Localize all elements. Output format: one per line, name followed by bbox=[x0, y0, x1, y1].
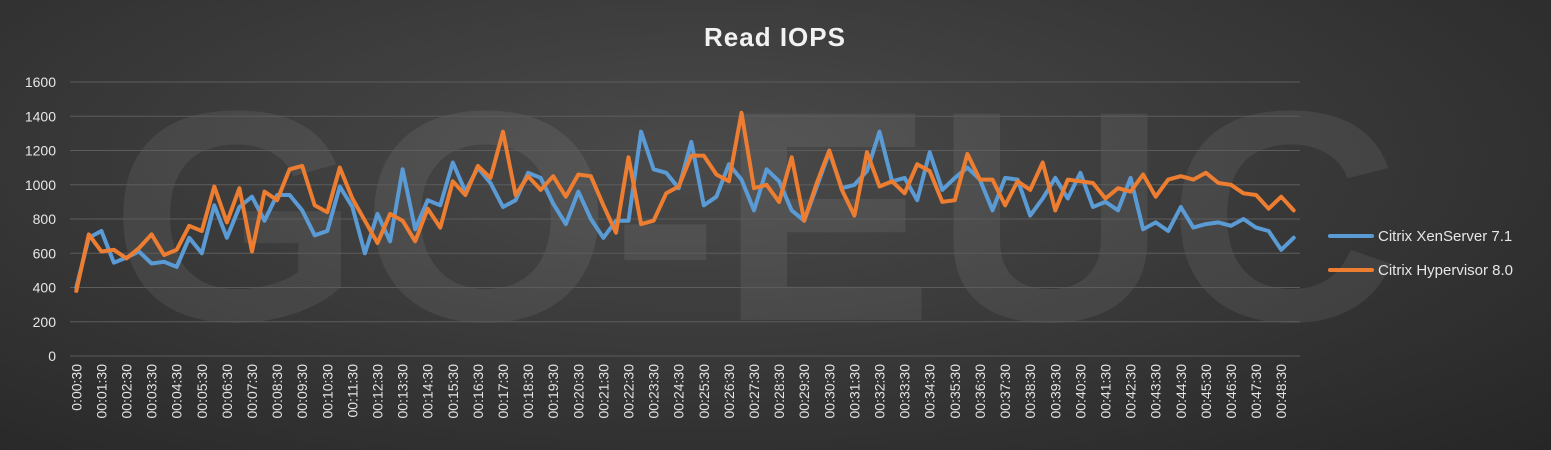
x-tick-label: 00:38:30 bbox=[1022, 364, 1038, 419]
x-tick-label: 00:21:30 bbox=[595, 364, 611, 419]
y-tick-label: 200 bbox=[33, 314, 57, 330]
x-tick-label: 00:34:30 bbox=[922, 364, 938, 419]
x-tick-label: 00:23:30 bbox=[646, 364, 662, 419]
x-tick-label: 00:33:30 bbox=[897, 364, 913, 419]
x-tick-label: 00:05:30 bbox=[194, 364, 210, 419]
legend-item: Citrix XenServer 7.1 bbox=[1328, 228, 1512, 245]
x-tick-label: 00:14:30 bbox=[420, 364, 436, 419]
x-tick-label: 00:37:30 bbox=[997, 364, 1013, 419]
x-tick-label: 00:25:30 bbox=[696, 364, 712, 419]
x-tick-label: 00:15:30 bbox=[445, 364, 461, 419]
x-tick-label: 00:36:30 bbox=[972, 364, 988, 419]
x-tick-label: 00:41:30 bbox=[1097, 364, 1113, 419]
x-tick-label: 00:10:30 bbox=[319, 364, 335, 419]
legend: Citrix XenServer 7.1 Citrix Hypervisor 8.… bbox=[1328, 228, 1513, 279]
legend-label: Citrix Hypervisor 8.0 bbox=[1378, 262, 1513, 279]
x-tick-label: 00:32:30 bbox=[872, 364, 888, 419]
x-tick-label: 00:06:30 bbox=[219, 364, 235, 419]
x-tick-label: 00:28:30 bbox=[771, 364, 787, 419]
y-tick-label: 1400 bbox=[25, 108, 56, 124]
gridlines bbox=[70, 81, 1300, 357]
x-tick-label: 00:16:30 bbox=[470, 364, 486, 419]
x-tick-label: 00:29:30 bbox=[796, 364, 812, 419]
x-tick-label: 00:47:30 bbox=[1248, 364, 1264, 419]
x-tick-label: 00:44:30 bbox=[1173, 364, 1189, 419]
x-tick-label: 00:12:30 bbox=[370, 364, 386, 419]
x-tick-label: 00:40:30 bbox=[1072, 364, 1088, 419]
x-tick-label: 0:00:30 bbox=[68, 364, 84, 411]
x-tick-label: 00:48:30 bbox=[1273, 364, 1289, 419]
x-tick-label: 00:08:30 bbox=[269, 364, 285, 419]
x-tick-label: 00:04:30 bbox=[169, 364, 185, 419]
x-tick-label: 00:42:30 bbox=[1123, 364, 1139, 419]
legend-item: Citrix Hypervisor 8.0 bbox=[1328, 262, 1513, 279]
chart-title: Read IOPS bbox=[704, 22, 846, 52]
x-tick-label: 00:11:30 bbox=[344, 364, 360, 418]
y-tick-label: 1600 bbox=[25, 74, 56, 90]
y-tick-label: 1000 bbox=[25, 177, 56, 193]
x-axis-ticks: 0:00:30 00:01:30 00:02:30 00:03:30 00:04:30 0… bbox=[68, 364, 1289, 419]
x-tick-label: 00:24:30 bbox=[671, 364, 687, 419]
x-tick-label: 00:09:30 bbox=[294, 364, 310, 419]
x-tick-label: 00:31:30 bbox=[846, 364, 862, 419]
series-line-2 bbox=[74, 110, 1296, 293]
y-tick-label: 0 bbox=[48, 348, 56, 364]
x-tick-label: 00:02:30 bbox=[118, 364, 134, 419]
x-tick-label: 00:43:30 bbox=[1148, 364, 1164, 419]
y-tick-label: 800 bbox=[33, 211, 57, 227]
y-tick-label: 600 bbox=[33, 245, 57, 261]
x-tick-label: 00:13:30 bbox=[395, 364, 411, 419]
x-tick-label: 00:18:30 bbox=[520, 364, 536, 419]
x-tick-label: 00:03:30 bbox=[144, 364, 160, 419]
x-tick-label: 00:19:30 bbox=[545, 364, 561, 419]
x-tick-label: 00:07:30 bbox=[244, 364, 260, 419]
x-tick-label: 00:30:30 bbox=[821, 364, 837, 419]
y-tick-label: 1200 bbox=[25, 143, 56, 159]
x-tick-label: 00:35:30 bbox=[947, 364, 963, 419]
x-tick-label: 00:39:30 bbox=[1047, 364, 1063, 419]
y-tick-label: 400 bbox=[33, 280, 57, 296]
y-axis-ticks: 0 200 400 600 800 1000 1200 1400 1600 bbox=[25, 74, 56, 364]
x-tick-label: 00:46:30 bbox=[1223, 364, 1239, 419]
x-tick-label: 00:01:30 bbox=[93, 364, 109, 419]
x-tick-label: 00:27:30 bbox=[746, 364, 762, 419]
x-tick-label: 00:17:30 bbox=[495, 364, 511, 419]
x-tick-label: 00:26:30 bbox=[721, 364, 737, 419]
x-tick-label: 00:45:30 bbox=[1198, 364, 1214, 419]
legend-label: Citrix XenServer 7.1 bbox=[1378, 228, 1512, 245]
series-lines bbox=[74, 110, 1296, 293]
x-tick-label: 00:22:30 bbox=[621, 364, 637, 419]
x-tick-label: 00:20:30 bbox=[570, 364, 586, 419]
